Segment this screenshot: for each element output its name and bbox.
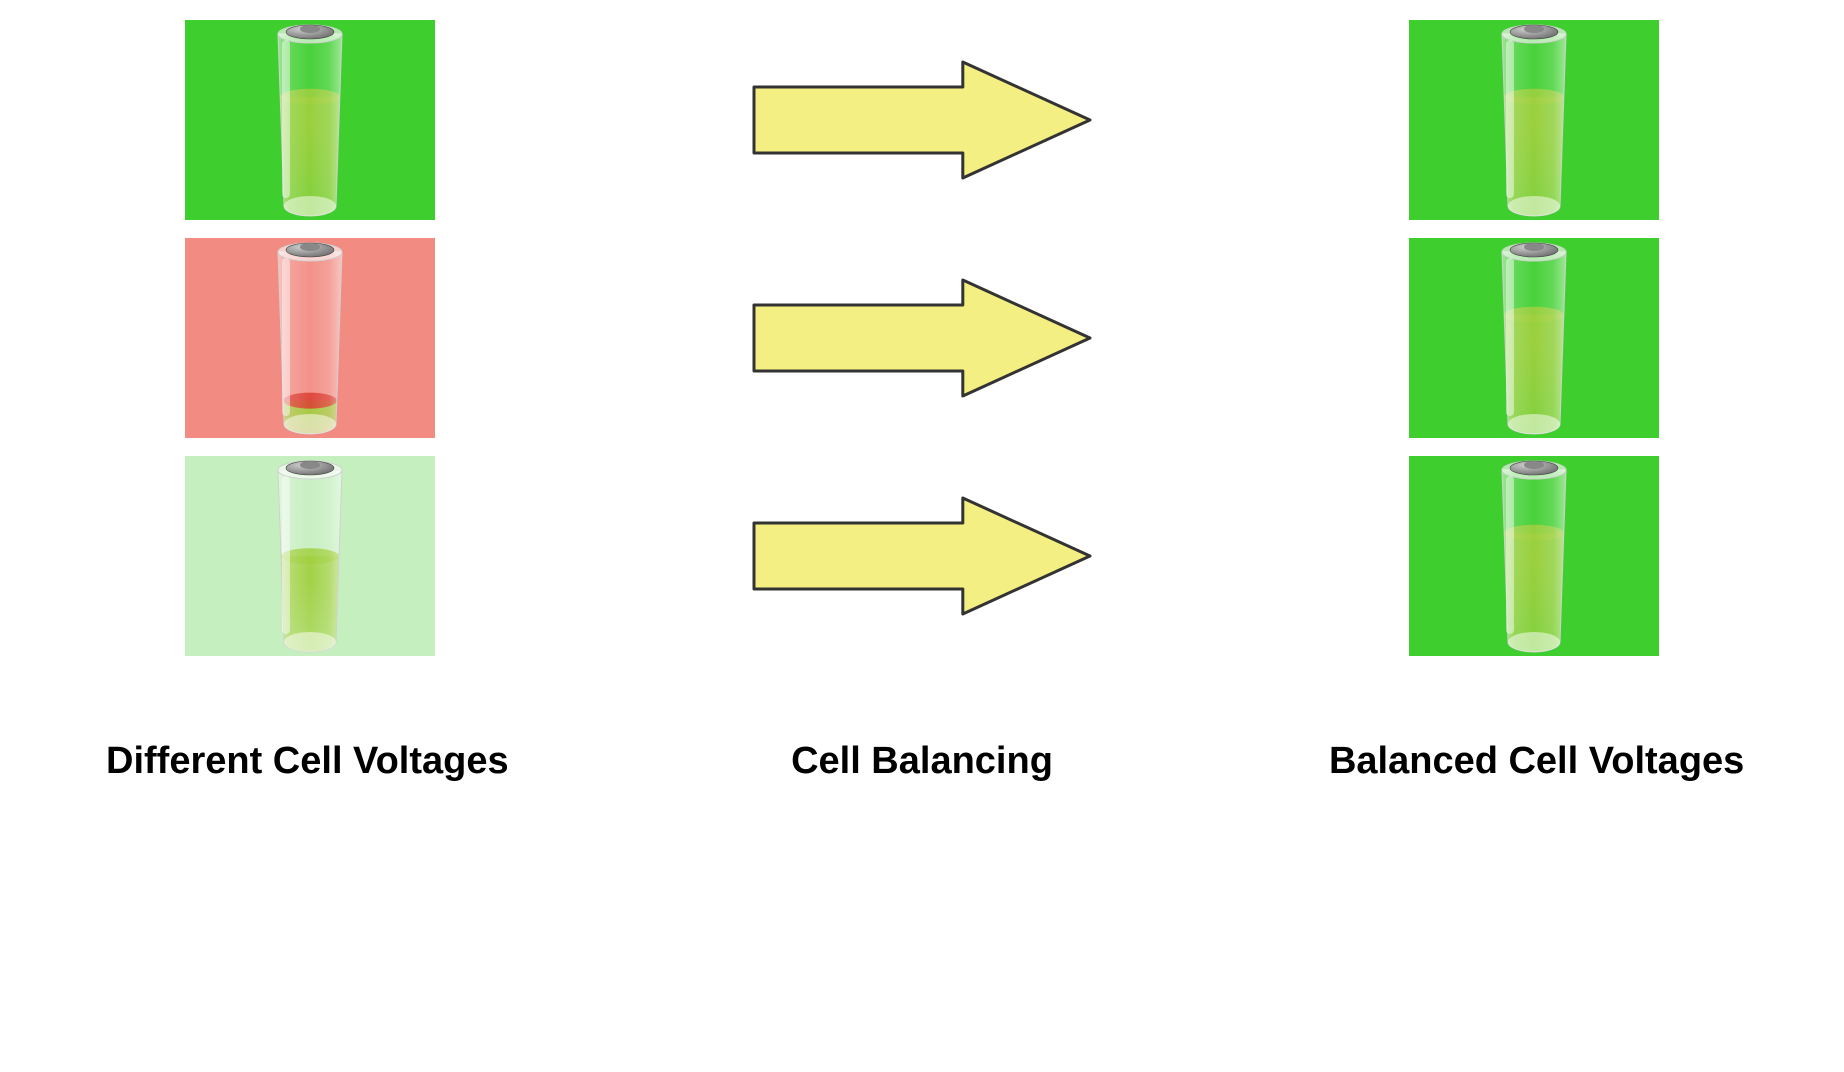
- right-column: [1284, 20, 1784, 656]
- left-column: [60, 20, 560, 656]
- right-cell-1: [1409, 20, 1659, 220]
- arrow-2: [752, 238, 1092, 438]
- right-cell-2: [1409, 238, 1659, 438]
- caption-row: Different Cell Voltages Cell Balancing B…: [0, 740, 1844, 783]
- diagram-stage: Different Cell Voltages Cell Balancing B…: [0, 0, 1844, 1072]
- caption-middle: Cell Balancing: [622, 740, 1222, 783]
- right-cell-3: [1409, 456, 1659, 656]
- arrow-1: [752, 20, 1092, 220]
- left-cell-3: [185, 456, 435, 656]
- left-cell-1: [185, 20, 435, 220]
- left-cell-2: [185, 238, 435, 438]
- caption-right: Balanced Cell Voltages: [1237, 740, 1837, 783]
- middle-column: [672, 20, 1172, 656]
- caption-left: Different Cell Voltages: [7, 740, 607, 783]
- arrow-3: [752, 456, 1092, 656]
